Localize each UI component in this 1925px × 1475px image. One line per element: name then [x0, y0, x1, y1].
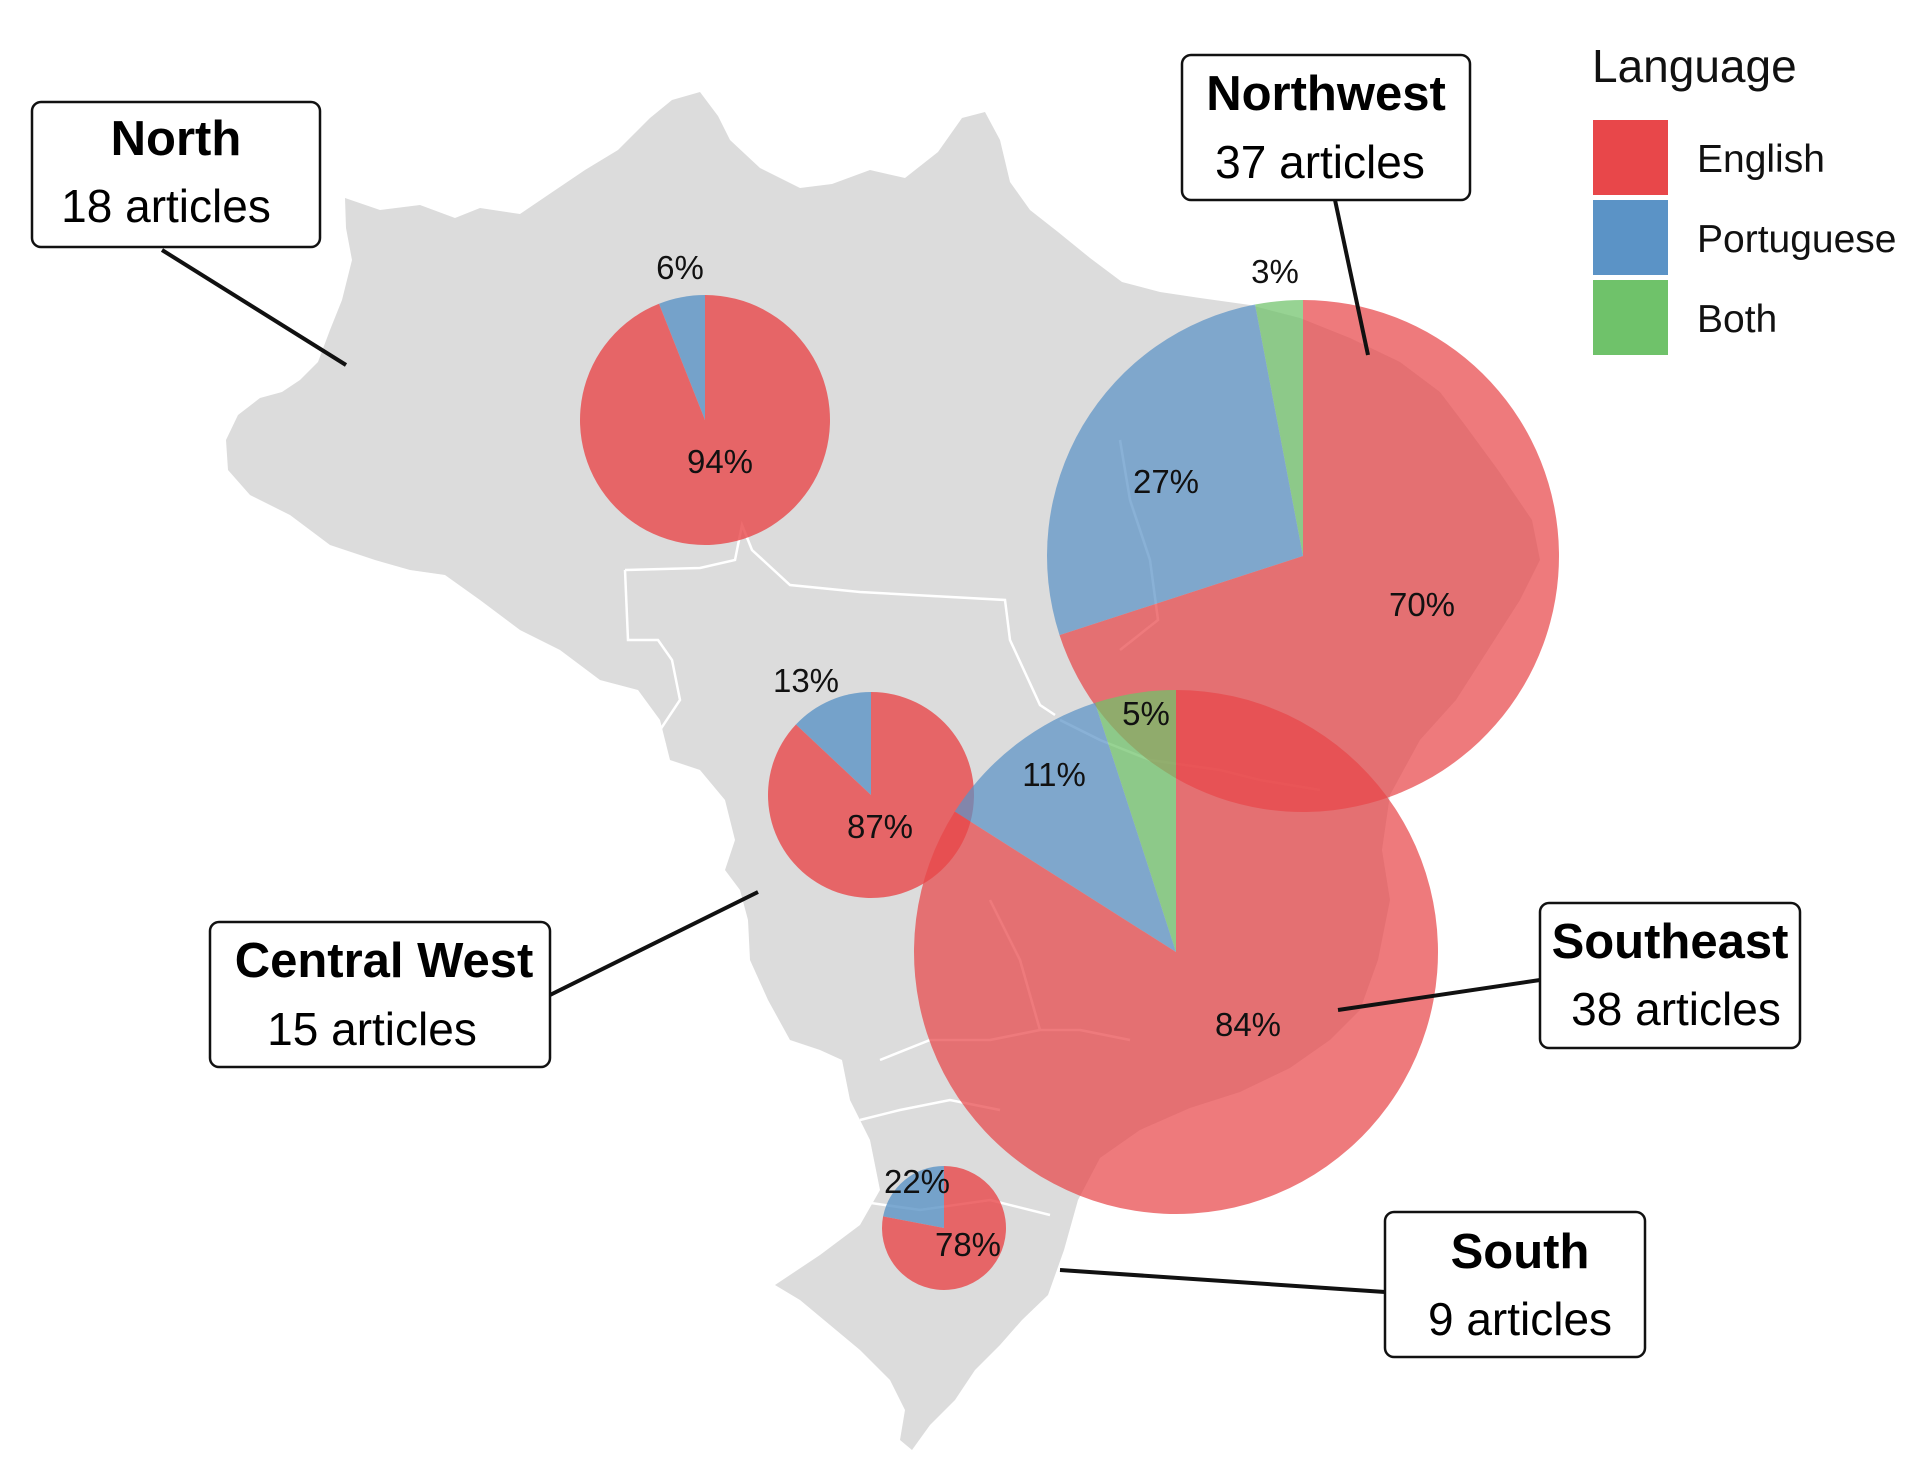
- callout-south-count: 9 articles: [1428, 1293, 1612, 1345]
- callout-north-box: [30, 100, 322, 249]
- legend-swatch-both: [1593, 280, 1668, 355]
- pie-label-northwest-english: 70%: [1389, 586, 1455, 623]
- callout-north-count: 18 articles: [61, 180, 271, 232]
- pie-slice-south-portuguese: [883, 1166, 944, 1228]
- callout-southeast-name: Southeast: [1552, 915, 1789, 969]
- callout-south-name: South: [1451, 1225, 1590, 1279]
- callout-north-name: North: [111, 112, 242, 166]
- legend-label-portuguese: Portuguese: [1697, 218, 1896, 261]
- legend-label-english: English: [1697, 138, 1825, 181]
- leader-line-southeast: [1337, 978, 1541, 1012]
- pie-slice-southeast-english: [914, 690, 1439, 1214]
- leader-line-northwest: [1333, 199, 1370, 356]
- pie-charts: 6% 94% 3% 27% 70% 13% 87% 5% 11% 84% 22% 78%: [580, 249, 1560, 1290]
- north-region-border: [624, 520, 1056, 717]
- legend: Language English Portuguese Both: [1592, 40, 1896, 355]
- callout-central-west-name: Central West: [235, 934, 534, 988]
- pie-slice-north-portuguese: [658, 295, 705, 420]
- leader-lines: [160, 199, 1541, 1294]
- callout-south-box: [1383, 1210, 1647, 1359]
- pie-label-central-west-portuguese: 13%: [773, 662, 839, 699]
- legend-swatch-english: [1593, 120, 1668, 195]
- callout-central-west-count: 15 articles: [267, 1003, 477, 1055]
- legend-swatch-portuguese: [1593, 200, 1668, 275]
- callout-central-west: Central West 15 articles: [208, 920, 552, 1069]
- pie-label-north-portuguese: 6%: [656, 249, 704, 286]
- pie-slice-northwest-english: [1059, 300, 1560, 812]
- legend-label-both: Both: [1697, 298, 1777, 341]
- callout-northwest-name: Northwest: [1206, 67, 1446, 121]
- pie-slice-south-english: [882, 1166, 1006, 1290]
- leader-line-central-west: [549, 890, 759, 997]
- pie-label-south-portuguese: 22%: [884, 1163, 950, 1200]
- leader-line-north: [160, 248, 348, 367]
- pie-slice-northwest-portuguese: [1047, 304, 1303, 636]
- pie-label-central-west-english: 87%: [847, 808, 913, 845]
- leader-line-south: [1059, 1268, 1386, 1294]
- pie-slice-central-west-english: [768, 692, 975, 898]
- pie-label-southeast-both: 5%: [1122, 695, 1170, 732]
- callout-southeast-count: 38 articles: [1571, 983, 1781, 1035]
- callout-southeast: Southeast 38 articles: [1538, 901, 1802, 1050]
- callout-central-west-box: [208, 920, 552, 1069]
- pie-slice-central-west-portuguese: [795, 692, 871, 795]
- pie-label-southeast-english: 84%: [1215, 1006, 1281, 1043]
- callout-north: North 18 articles: [30, 100, 322, 249]
- callout-northwest-count: 37 articles: [1215, 136, 1425, 188]
- pie-slice-southeast-portuguese: [954, 702, 1176, 952]
- legend-title: Language: [1592, 40, 1797, 92]
- pie-slice-southeast-both: [1095, 690, 1176, 952]
- pie-label-south-english: 78%: [935, 1226, 1001, 1263]
- pie-label-north-english: 94%: [687, 443, 753, 480]
- callout-south: South 9 articles: [1383, 1210, 1647, 1359]
- callout-northwest-box: [1180, 53, 1472, 202]
- pie-label-northwest-portuguese: 27%: [1133, 463, 1199, 500]
- pie-slice-northwest-both: [1255, 300, 1303, 556]
- central-west-border: [623, 569, 682, 746]
- callout-southeast-box: [1538, 901, 1802, 1050]
- pie-label-northwest-both: 3%: [1251, 253, 1299, 290]
- pie-slice-north-english: [580, 295, 831, 546]
- callout-northwest: Northwest 37 articles: [1180, 53, 1472, 202]
- pie-label-southeast-portuguese: 11%: [1022, 756, 1086, 793]
